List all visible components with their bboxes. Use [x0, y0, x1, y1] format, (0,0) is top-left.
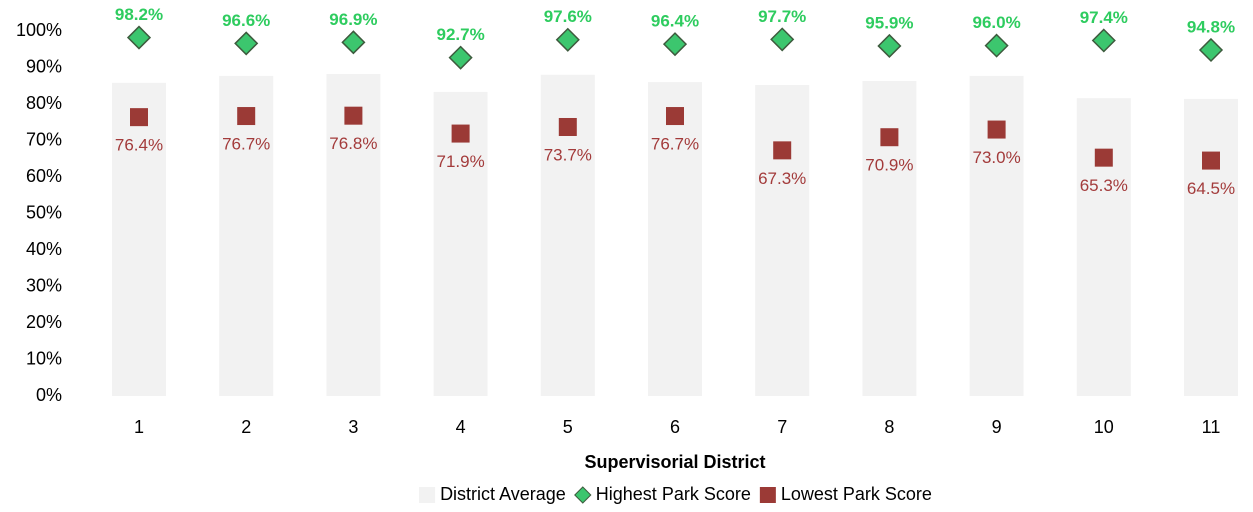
legend-swatch	[419, 487, 436, 503]
data-label: 92.7%	[436, 25, 484, 44]
x-tick-label: 3	[348, 417, 358, 437]
data-label: 97.6%	[544, 7, 592, 26]
data-label: 95.9%	[865, 13, 913, 32]
diamond-marker	[984, 33, 1009, 58]
x-tick-label: 4	[456, 417, 466, 437]
data-label: 97.4%	[1080, 8, 1128, 27]
bar	[326, 74, 381, 396]
x-tick-label: 10	[1094, 417, 1114, 437]
bar	[755, 85, 810, 397]
data-label: 71.9%	[436, 152, 484, 171]
x-axis-label: Supervisorial District	[584, 452, 765, 472]
legend-swatch	[759, 487, 776, 503]
data-label: 76.7%	[222, 135, 270, 154]
data-label: 70.9%	[865, 156, 913, 175]
square-marker	[344, 106, 363, 125]
diamond-marker	[341, 30, 366, 55]
diamond-marker	[662, 32, 688, 57]
y-tick-label: 80%	[26, 93, 62, 113]
square-marker	[773, 141, 792, 160]
diamond-marker	[555, 27, 580, 52]
y-tick-label: 70%	[26, 129, 62, 149]
bar	[1184, 98, 1238, 396]
x-tick-label: 2	[241, 417, 251, 437]
data-label: 97.7%	[758, 7, 806, 26]
square-marker	[666, 107, 684, 126]
bar	[112, 82, 166, 396]
x-tick-label: 7	[777, 417, 787, 437]
x-tick-label: 9	[992, 417, 1002, 437]
y-tick-label: 100%	[16, 20, 62, 40]
data-label: 73.0%	[972, 148, 1020, 167]
square-marker	[558, 117, 577, 136]
diamond-marker	[770, 27, 795, 52]
x-tick-label: 6	[670, 417, 680, 437]
diamond-marker	[448, 45, 473, 70]
data-label: 94.8%	[1187, 17, 1235, 36]
data-label: 65.3%	[1080, 176, 1128, 195]
data-label: 73.7%	[544, 145, 592, 164]
data-label: 67.3%	[758, 169, 806, 188]
legend-swatch	[574, 486, 592, 504]
diamond-marker	[877, 33, 902, 59]
y-tick-label: 40%	[26, 239, 62, 259]
data-label: 76.4%	[115, 136, 163, 155]
y-tick-label: 50%	[26, 202, 62, 222]
legend-label: Highest Park Score	[596, 484, 751, 504]
y-tick-label: 10%	[26, 348, 62, 368]
square-marker	[880, 128, 899, 147]
data-label: 98.2%	[115, 5, 163, 24]
data-label: 96.9%	[329, 10, 377, 29]
y-tick-label: 30%	[26, 275, 62, 295]
x-tick-label: 8	[884, 417, 894, 437]
square-marker	[1094, 148, 1113, 167]
data-label: 96.0%	[972, 13, 1020, 32]
x-tick-label: 1	[134, 417, 144, 437]
legend-label: District Average	[440, 484, 566, 504]
diamond-marker	[126, 25, 152, 50]
square-marker	[130, 108, 148, 127]
data-label: 96.6%	[222, 11, 270, 30]
bar	[433, 91, 488, 396]
data-label: 76.8%	[329, 134, 377, 153]
bar	[648, 82, 702, 396]
data-label: 96.4%	[651, 12, 699, 31]
bar	[1076, 98, 1131, 396]
diamond-marker	[1091, 28, 1116, 53]
square-marker	[987, 120, 1006, 139]
x-tick-label: 5	[563, 417, 573, 437]
square-marker	[451, 124, 470, 143]
y-tick-label: 20%	[26, 312, 62, 332]
y-tick-label: 60%	[26, 166, 62, 186]
diamond-marker	[234, 31, 259, 56]
y-tick-label: 90%	[26, 56, 62, 76]
data-label: 64.5%	[1187, 179, 1235, 198]
square-marker	[1202, 151, 1220, 170]
y-tick-label: 0%	[36, 385, 62, 405]
diamond-marker	[1198, 37, 1224, 63]
data-label: 76.7%	[651, 135, 699, 154]
square-marker	[237, 107, 256, 126]
x-tick-label: 11	[1202, 417, 1221, 437]
legend-label: Lowest Park Score	[781, 484, 932, 504]
bar	[219, 75, 274, 397]
